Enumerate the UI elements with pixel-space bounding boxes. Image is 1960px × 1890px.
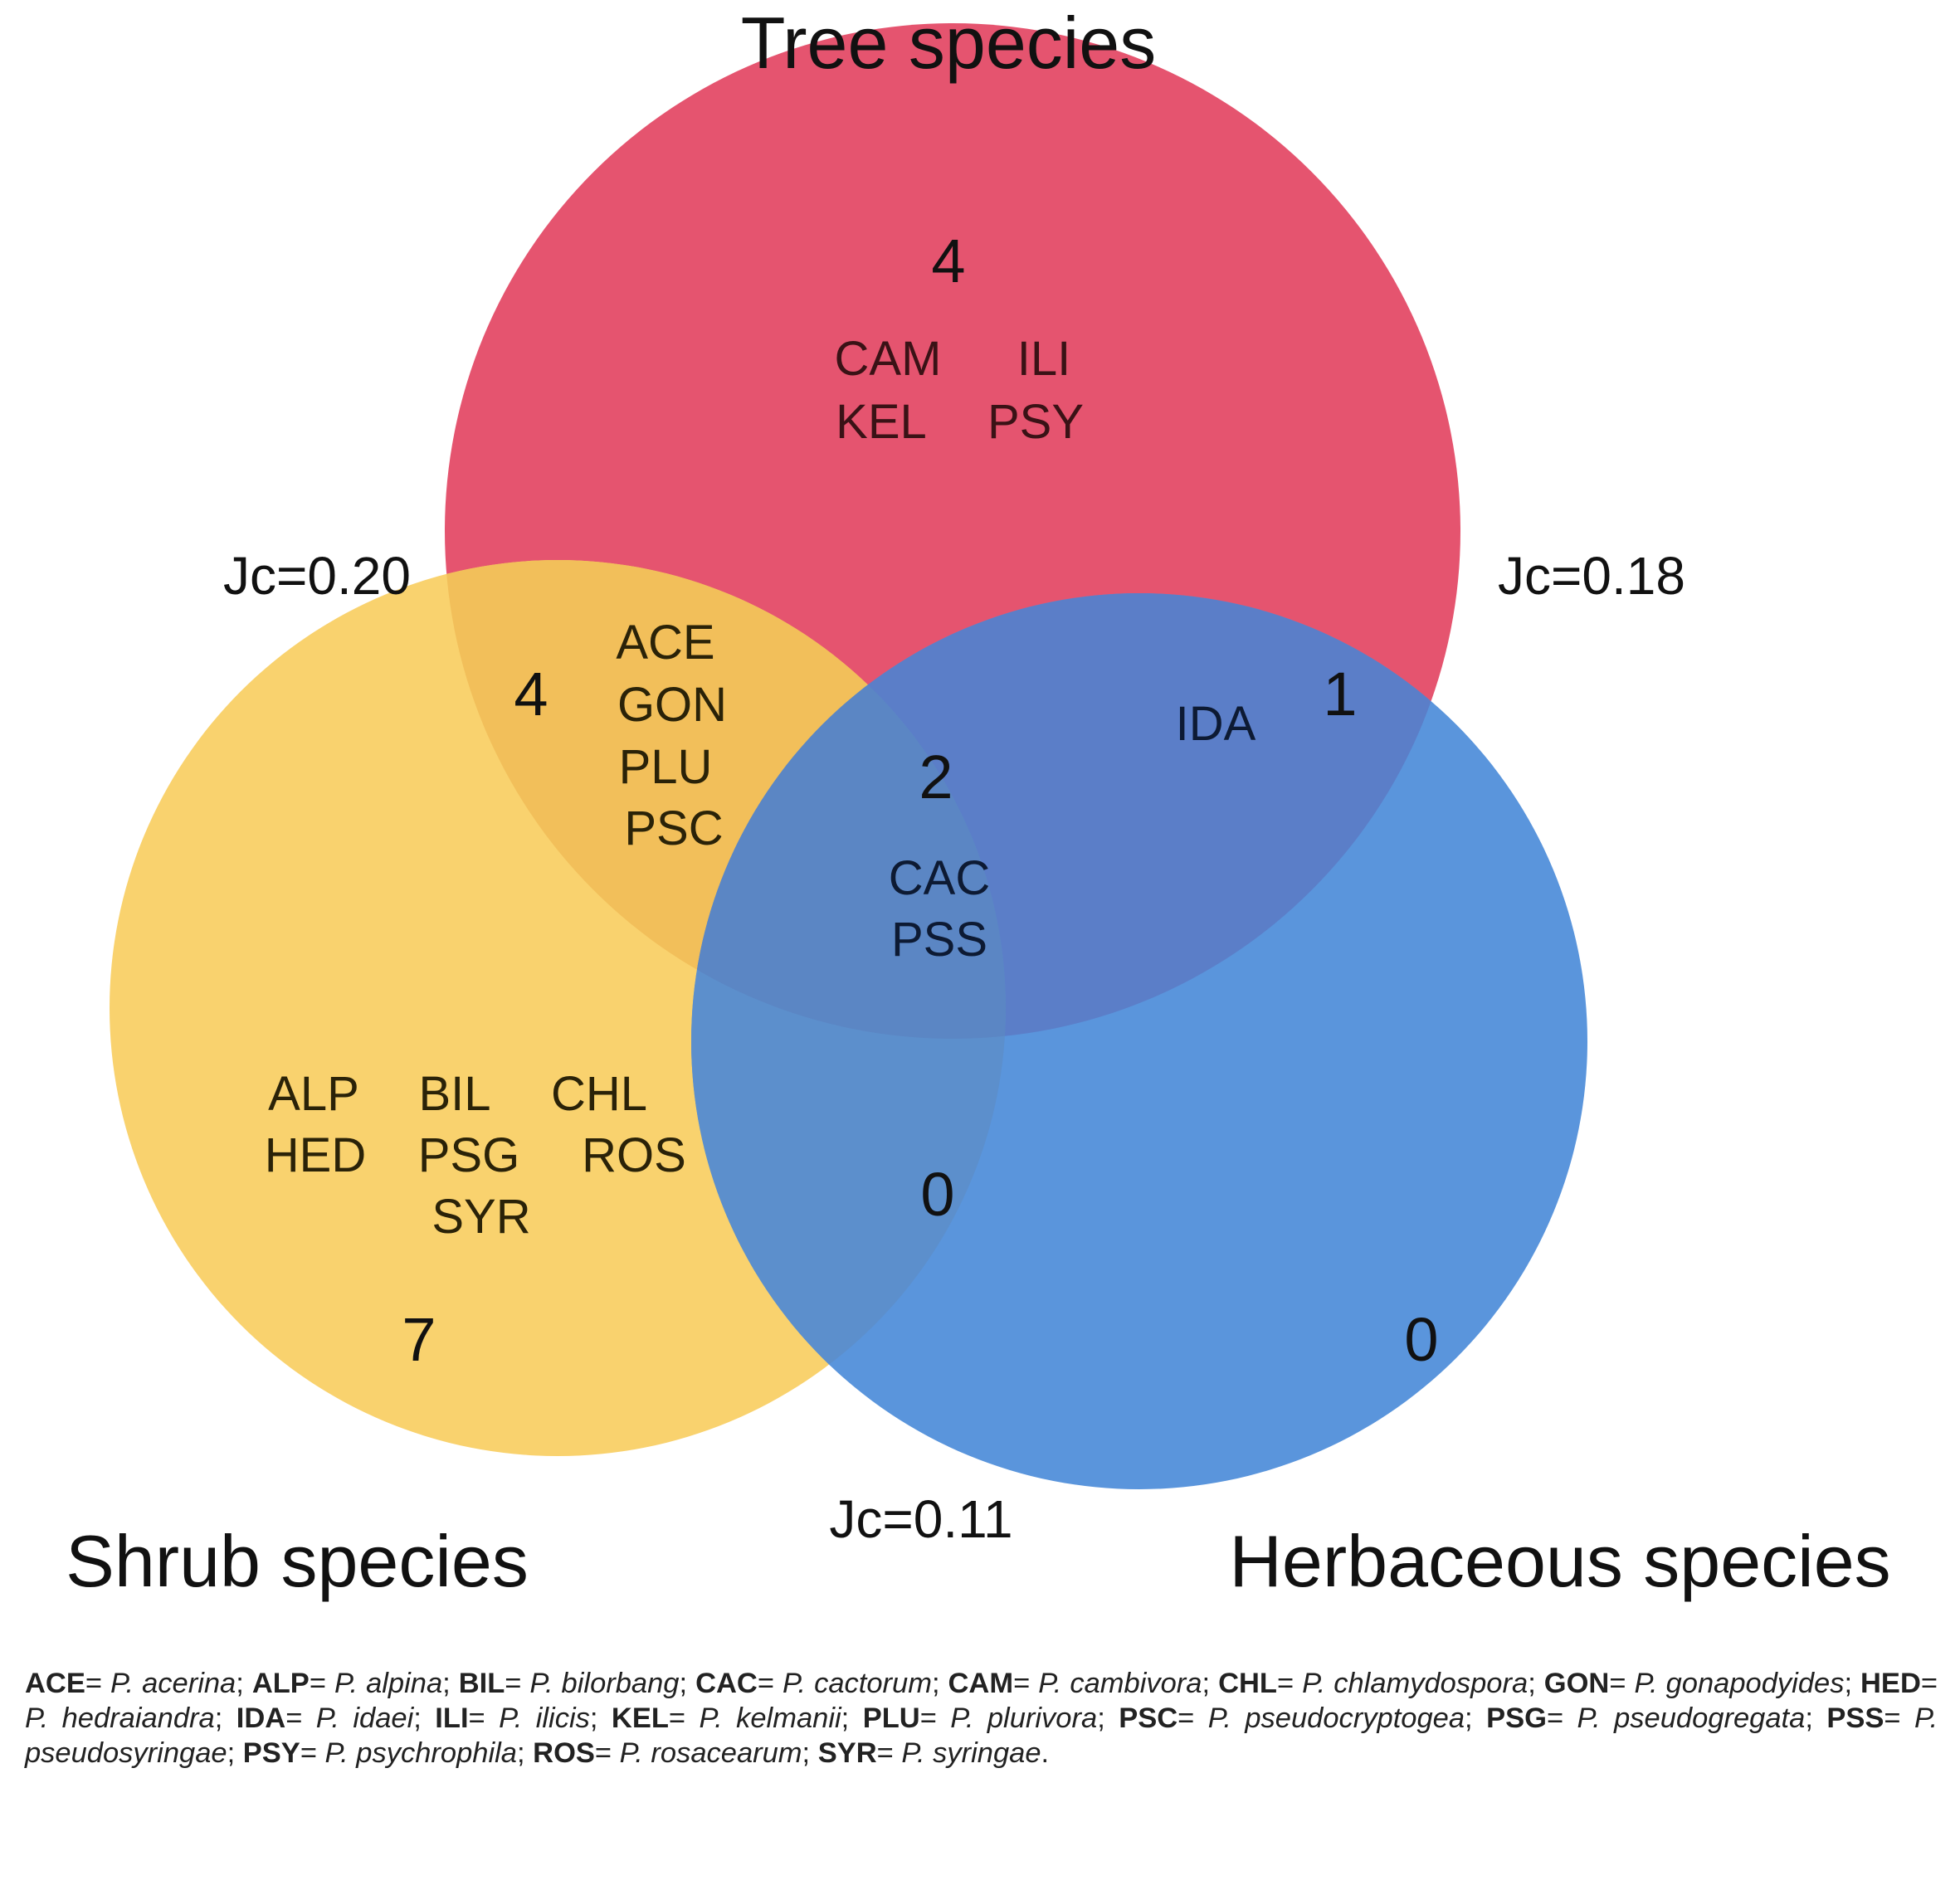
legend-abbreviation: PSY bbox=[242, 1737, 300, 1769]
code-label: CAM bbox=[835, 332, 942, 386]
code-label: GON bbox=[617, 678, 727, 732]
legend-abbreviation: ROS bbox=[533, 1737, 595, 1769]
legend-entry: KEL= P. kelmanii; bbox=[611, 1702, 863, 1734]
shrub-only-count: 7 bbox=[402, 1305, 436, 1374]
legend-abbreviation: PSC bbox=[1119, 1702, 1178, 1734]
code-label: CAC bbox=[889, 851, 990, 905]
legend-abbreviation: PSS bbox=[1826, 1702, 1884, 1734]
abbreviation-legend: ACE= P. acerina; ALP= P. alpina; BIL= P.… bbox=[25, 1666, 1938, 1771]
jaccard-tree-herb: Jc=0.18 bbox=[1498, 546, 1685, 606]
legend-species-name: P. rosacearum bbox=[619, 1737, 802, 1769]
code-label: IDA bbox=[1176, 697, 1256, 751]
legend-entry: IDA= P. idaei; bbox=[236, 1702, 436, 1734]
shrub-herb-count: 0 bbox=[920, 1160, 954, 1229]
legend-entry: PSG= P. pseudogregata; bbox=[1486, 1702, 1827, 1734]
legend-entry: PSY= P. psychrophila; bbox=[242, 1737, 534, 1769]
code-label: CHL bbox=[551, 1067, 647, 1121]
venn-diagram: Tree species Shrub species Herbaceous sp… bbox=[66, 2, 1890, 1602]
code-label: KEL bbox=[836, 395, 927, 449]
legend-abbreviation: ACE bbox=[25, 1668, 85, 1699]
herb-only-count: 0 bbox=[1404, 1305, 1438, 1374]
code-label: SYR bbox=[431, 1190, 530, 1244]
legend-abbreviation: PSG bbox=[1486, 1702, 1547, 1734]
code-label: PSG bbox=[418, 1128, 520, 1182]
legend-species-name: P. hedraiandra bbox=[25, 1702, 215, 1734]
legend-species-name: P. bilorbang bbox=[529, 1668, 680, 1699]
legend-species-name: P. pseudocryptogea bbox=[1207, 1702, 1465, 1734]
legend-abbreviation: IDA bbox=[236, 1702, 286, 1734]
legend-entry: SYR= P. syringae. bbox=[817, 1737, 1050, 1769]
all-three-overlap bbox=[691, 593, 1006, 1039]
jaccard-tree-shrub: Jc=0.20 bbox=[223, 546, 411, 606]
legend-species-name: P. cactorum bbox=[782, 1668, 932, 1699]
legend-abbreviation: CAC bbox=[695, 1668, 758, 1699]
legend-entry: CAM= P. cambivora; bbox=[948, 1668, 1219, 1699]
code-label: ILI bbox=[1017, 332, 1071, 386]
herbaceous-species-title: Herbaceous species bbox=[1229, 1520, 1890, 1602]
tree-only-count: 4 bbox=[931, 227, 965, 295]
legend-abbreviation: CAM bbox=[948, 1668, 1014, 1699]
code-label: ACE bbox=[616, 616, 714, 670]
legend-abbreviation: BIL bbox=[458, 1668, 505, 1699]
legend-species-name: P. pseudosyringae bbox=[25, 1702, 1938, 1769]
legend-entry: ALP= P. alpina; bbox=[251, 1668, 459, 1699]
legend-species-name: P. acerina bbox=[110, 1668, 236, 1699]
code-label: PLU bbox=[619, 740, 713, 794]
legend-abbreviation: KEL bbox=[611, 1702, 669, 1734]
tree-species-title: Tree species bbox=[741, 2, 1157, 84]
legend-species-name: P. psychrophila bbox=[324, 1737, 517, 1769]
all-three-count: 2 bbox=[919, 743, 953, 811]
legend-abbreviation: CHL bbox=[1218, 1668, 1277, 1699]
legend-species-name: P. pseudogregata bbox=[1577, 1702, 1806, 1734]
code-label: PSC bbox=[624, 801, 723, 855]
legend-entry: ROS= P. rosacearum; bbox=[533, 1737, 818, 1769]
tree-shrub-count: 4 bbox=[514, 660, 548, 728]
legend-species-name: P. plurivora bbox=[950, 1702, 1098, 1734]
legend-entry: ILI= P. ilicis; bbox=[435, 1702, 612, 1734]
legend-entry: PSS= P. pseudosyringae; bbox=[25, 1702, 1938, 1769]
code-label: ALP bbox=[268, 1067, 359, 1121]
legend-species-name: P. gonapodyides bbox=[1634, 1668, 1845, 1699]
legend-entry: GON= P. gonapodyides; bbox=[1543, 1668, 1861, 1699]
legend-species-name: P. syringae bbox=[901, 1737, 1041, 1769]
legend-entry: CHL= P. chlamydospora; bbox=[1218, 1668, 1544, 1699]
legend-abbreviation: GON bbox=[1543, 1668, 1610, 1699]
legend-abbreviation: ALP bbox=[251, 1668, 310, 1699]
legend-species-name: P. idaei bbox=[315, 1702, 414, 1734]
legend-abbreviation: PLU bbox=[862, 1702, 920, 1734]
code-label: BIL bbox=[418, 1067, 490, 1121]
legend-abbreviation: HED bbox=[1860, 1668, 1921, 1699]
legend-species-name: P. chlamydospora bbox=[1302, 1668, 1529, 1699]
shrub-species-title: Shrub species bbox=[66, 1520, 529, 1602]
legend-species-name: P. kelmanii bbox=[699, 1702, 841, 1734]
code-label: PSS bbox=[891, 913, 987, 967]
legend-entry: BIL= P. bilorbang; bbox=[458, 1668, 696, 1699]
code-label: HED bbox=[265, 1128, 366, 1182]
legend-entry: ACE= P. acerina; bbox=[25, 1668, 252, 1699]
legend-species-name: P. cambivora bbox=[1038, 1668, 1202, 1699]
legend-species-name: P. ilicis bbox=[499, 1702, 590, 1734]
legend-entry: HED= P. hedraiandra; bbox=[25, 1668, 1938, 1734]
legend-abbreviation: ILI bbox=[435, 1702, 469, 1734]
jaccard-shrub-herb: Jc=0.11 bbox=[829, 1489, 1012, 1549]
tree-herb-count: 1 bbox=[1323, 660, 1357, 728]
code-label: PSY bbox=[987, 395, 1084, 449]
legend-entry: CAC= P. cactorum; bbox=[695, 1668, 948, 1699]
legend-entry: PSC= P. pseudocryptogea; bbox=[1119, 1702, 1487, 1734]
legend-entry: PLU= P. plurivora; bbox=[862, 1702, 1119, 1734]
code-label: ROS bbox=[582, 1128, 686, 1182]
legend-abbreviation: SYR bbox=[817, 1737, 877, 1769]
legend-species-name: P. alpina bbox=[334, 1668, 443, 1699]
